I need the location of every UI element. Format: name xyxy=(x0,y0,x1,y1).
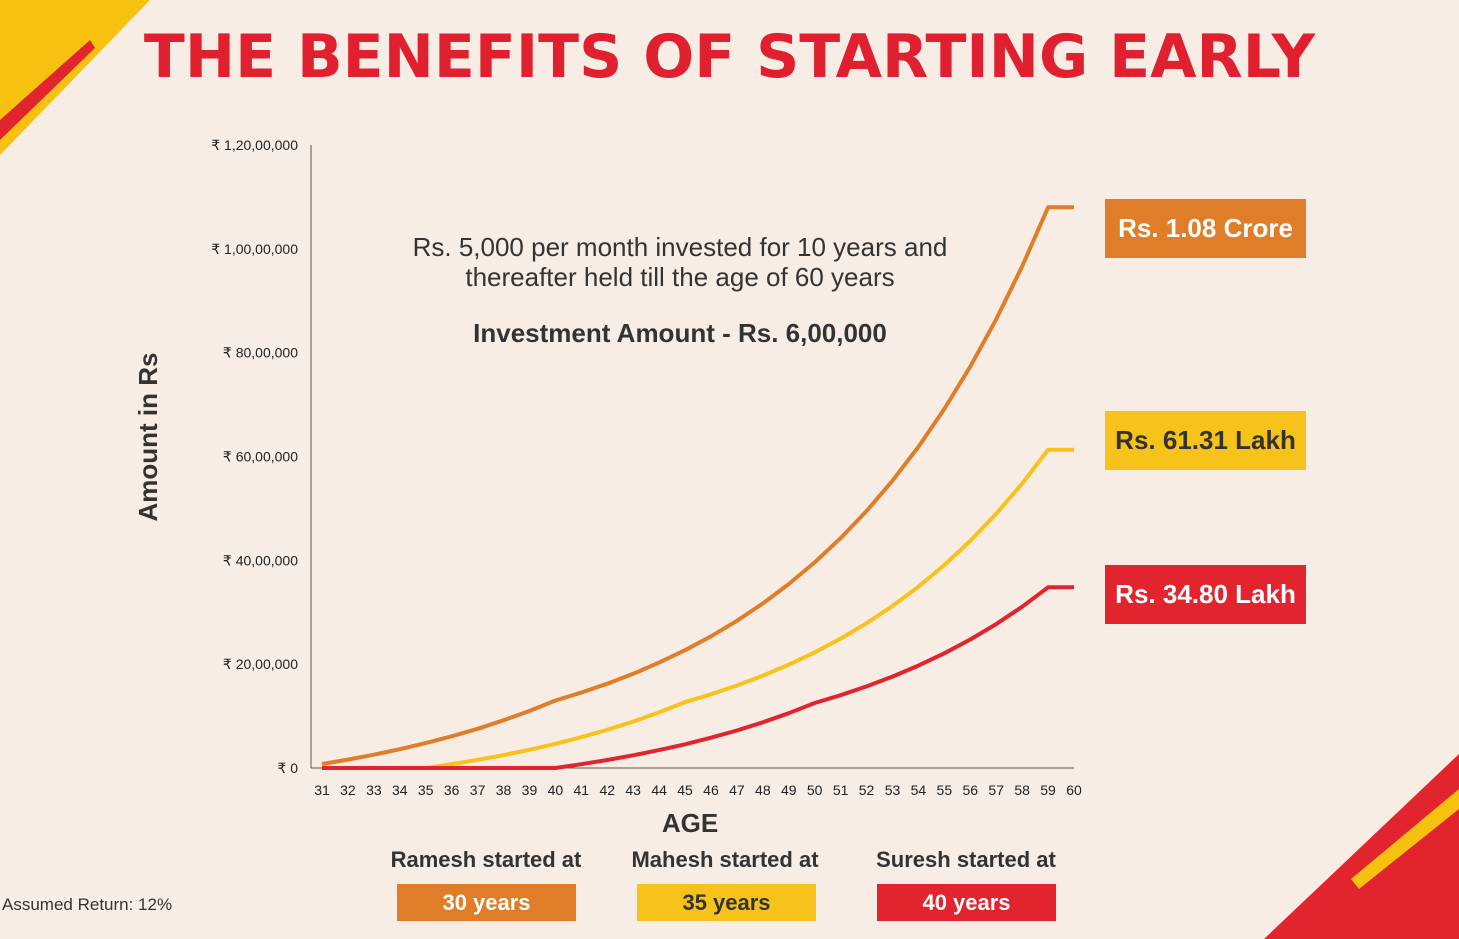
x-tick-label: 45 xyxy=(677,782,693,798)
y-tick-label: ₹ 80,00,000 xyxy=(223,345,298,361)
top-left-corner-decoration xyxy=(0,0,150,155)
x-tick-label: 35 xyxy=(418,782,434,798)
legend-title-mahesh: Mahesh started at xyxy=(631,847,819,872)
y-tick-label: ₹ 20,00,000 xyxy=(223,656,298,672)
x-tick-label: 32 xyxy=(340,782,356,798)
legend-title-ramesh: Ramesh started at xyxy=(390,847,582,872)
x-tick-label: 44 xyxy=(651,782,667,798)
series-line-suresh xyxy=(322,585,1074,770)
y-axis-label: Amount in Rs xyxy=(133,353,163,522)
legend-box-mahesh: 35 years xyxy=(637,884,816,921)
y-tick-label: ₹ 0 xyxy=(277,760,298,776)
series-lines xyxy=(321,205,1074,770)
x-tick-label: 36 xyxy=(444,782,460,798)
investment-description: Rs. 5,000 per month invested for 10 year… xyxy=(330,232,1030,292)
legend-box-ramesh: 30 years xyxy=(397,884,576,921)
x-tick-label: 38 xyxy=(496,782,512,798)
x-tick-label: 55 xyxy=(937,782,953,798)
series-line-ramesh xyxy=(321,205,1074,766)
x-tick-label: 34 xyxy=(392,782,408,798)
x-tick-label: 39 xyxy=(522,782,538,798)
end-label-mahesh: Rs. 61.31 Lakh xyxy=(1105,411,1306,470)
bottom-right-corner-decoration xyxy=(1264,754,1459,939)
y-tick-label: ₹ 1,20,00,000 xyxy=(211,137,298,153)
x-tick-label: 52 xyxy=(859,782,875,798)
end-label-ramesh: Rs. 1.08 Crore xyxy=(1105,199,1306,258)
page-title: THE BENEFITS OF STARTING EARLY xyxy=(143,22,1316,92)
x-tick-label: 48 xyxy=(755,782,771,798)
assumed-return-note: Assumed Return: 12% xyxy=(2,895,173,914)
y-axis-ticks: ₹ 0 ₹ 20,00,000 ₹ 40,00,000 ₹ 60,00,000 ₹ 80… xyxy=(211,137,298,776)
x-tick-label: 43 xyxy=(625,782,641,798)
x-tick-label: 60 xyxy=(1066,782,1082,798)
y-tick-label: ₹ 60,00,000 xyxy=(223,449,298,465)
y-tick-label: ₹ 1,00,00,000 xyxy=(211,241,298,257)
x-axis-ticks: 31 32 33 34 35 36 37 38 39 40 41 42 43 44 45 46 47 48 49 50… xyxy=(314,782,1082,798)
investment-amount: Investment Amount - Rs. 6,00,000 xyxy=(473,318,887,348)
series-line-mahesh xyxy=(322,447,1074,770)
x-tick-label: 59 xyxy=(1040,782,1056,798)
x-tick-label: 57 xyxy=(988,782,1004,798)
x-tick-label: 40 xyxy=(548,782,564,798)
x-tick-label: 33 xyxy=(366,782,382,798)
x-tick-label: 53 xyxy=(885,782,901,798)
x-tick-label: 49 xyxy=(781,782,797,798)
x-tick-label: 56 xyxy=(962,782,978,798)
x-tick-label: 42 xyxy=(599,782,615,798)
x-tick-label: 47 xyxy=(729,782,745,798)
x-tick-label: 31 xyxy=(314,782,330,798)
x-tick-label: 37 xyxy=(470,782,486,798)
x-tick-label: 41 xyxy=(574,782,590,798)
x-tick-label: 51 xyxy=(833,782,849,798)
x-axis-label: AGE xyxy=(662,808,718,838)
legend-box-suresh: 40 years xyxy=(877,884,1056,921)
x-tick-label: 58 xyxy=(1014,782,1030,798)
x-tick-label: 50 xyxy=(807,782,823,798)
description-line-1: Rs. 5,000 per month invested for 10 year… xyxy=(412,232,948,262)
y-tick-label: ₹ 40,00,000 xyxy=(223,552,298,568)
description-line-2: thereafter held till the age of 60 years xyxy=(465,262,895,292)
x-tick-label: 46 xyxy=(703,782,719,798)
end-label-suresh: Rs. 34.80 Lakh xyxy=(1105,565,1306,624)
x-tick-label: 54 xyxy=(911,782,927,798)
legend-title-suresh: Suresh started at xyxy=(876,847,1056,872)
